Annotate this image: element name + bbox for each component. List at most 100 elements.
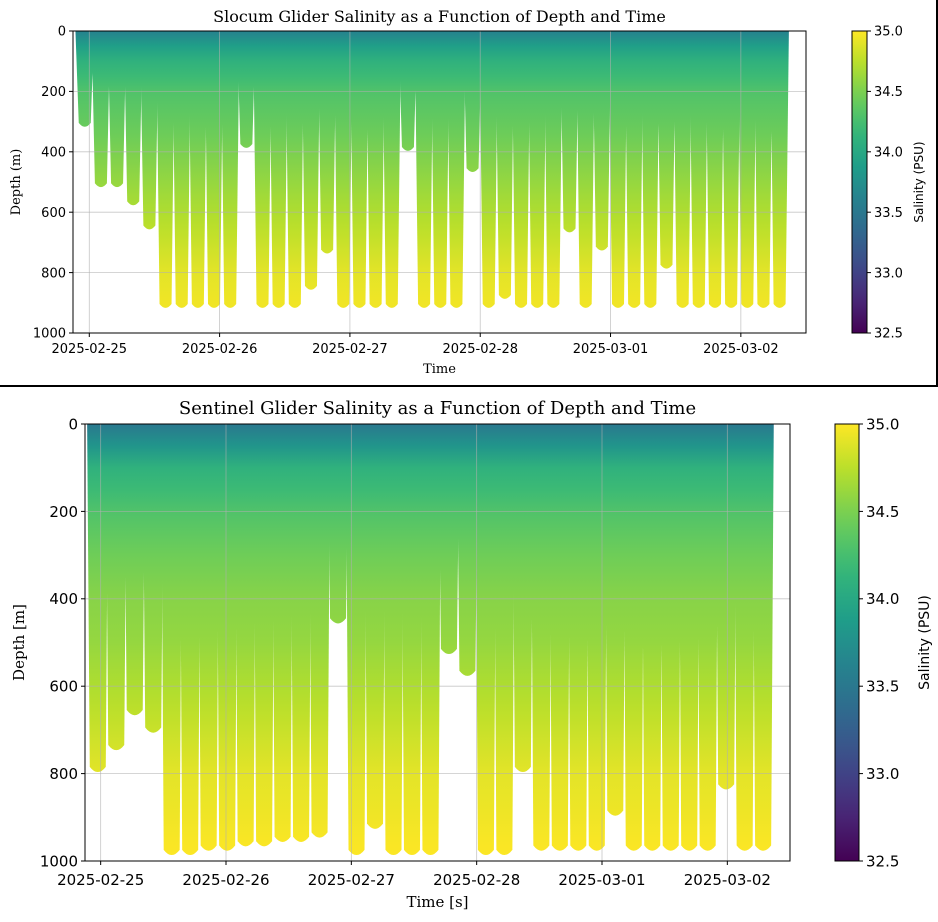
panel-border [936,0,938,387]
sentinel-dive-22 [475,424,497,856]
slocum-colorbar-tick-label: 35.0 [874,25,903,40]
slocum-dive-22 [414,31,434,308]
slocum-y-tick-label: 400 [41,145,66,160]
slocum-y-tick-label: 200 [41,85,66,100]
slocum-dive-9 [204,31,224,308]
sentinel-dive-7 [198,424,220,851]
sentinel-dive-36 [734,424,756,851]
sentinel-dive-1 [87,424,109,773]
slocum-x-tick-label: 2025-02-28 [442,342,518,357]
slocum-dive-25 [463,31,482,173]
sentinel-dive-10 [253,424,275,847]
sentinel-x-tick-label: 2025-02-28 [433,871,520,889]
slocum-x-tick-label: 2025-02-27 [312,342,388,357]
slocum-dive-40 [705,31,725,308]
sentinel-dive-18 [401,424,423,856]
sentinel-x-axis-label: Time [s] [406,893,468,911]
panel-divider [0,385,938,387]
slocum-dive-34 [608,31,628,308]
slocum-y-tick-label: 0 [58,25,66,40]
slocum-dive-19 [366,31,385,308]
sentinel-colorbar-tick-label: 33.5 [866,678,899,696]
sentinel-dive-23 [493,424,516,856]
sentinel-dive-20 [438,424,460,655]
slocum-dive-15 [301,31,321,290]
sentinel-dive-5 [161,424,183,856]
slocum-dive-11 [237,31,256,148]
sentinel-dive-17 [382,424,405,856]
sentinel-chart-panel: Sentinel Glider Salinity as a Function o… [0,387,938,922]
sentinel-dive-16 [364,424,386,829]
sentinel-dive-3 [124,424,146,716]
slocum-dive-16 [317,31,337,254]
slocum-dive-35 [624,31,644,308]
slocum-dive-30 [544,31,563,308]
sentinel-colorbar-tick-label: 32.5 [866,852,899,870]
sentinel-chart-title: Sentinel Glider Salinity as a Function o… [179,398,696,419]
sentinel-dive-31 [641,424,663,851]
sentinel-dive-30 [623,424,645,851]
sentinel-dive-4 [142,424,164,733]
slocum-x-tick-label: 2025-02-25 [52,342,128,357]
sentinel-dive-34 [697,424,719,851]
slocum-y-tick-label: 800 [41,266,66,281]
slocum-dive-4 [123,31,143,206]
sentinel-colorbar-tick-label: 34.5 [866,503,899,521]
slocum-dive-profiles [75,31,789,308]
slocum-dive-26 [479,31,499,308]
slocum-y-tick-label: 1000 [33,327,66,342]
slocum-plot-frame [72,30,807,334]
slocum-dive-32 [576,31,595,308]
slocum-x-tick-label: 2025-02-26 [182,342,258,357]
sentinel-chart-svg: Sentinel Glider Salinity as a Function o… [10,398,933,911]
sentinel-dive-2 [105,424,127,751]
slocum-dive-18 [350,31,369,308]
sentinel-dive-19 [419,424,442,856]
sentinel-dive-28 [586,424,608,851]
slocum-dive-41 [721,31,741,308]
sentinel-y-tick-label: 200 [49,503,78,521]
slocum-x-axis-label: Time [423,362,456,377]
slocum-y-axis-label: Depth (m) [9,149,24,216]
slocum-dive-43 [754,31,773,308]
slocum-dive-33 [592,31,612,251]
sentinel-colorbar [834,423,860,862]
sentinel-dive-26 [549,424,571,851]
slocum-x-tick-label: 2025-03-01 [573,342,649,357]
slocum-dive-20 [382,31,402,308]
sentinel-dive-24 [512,424,534,773]
slocum-chart-panel: Slocum Glider Salinity as a Function of … [0,0,938,385]
slocum-dive-37 [657,31,676,269]
slocum-dive-27 [495,31,515,299]
slocum-dive-42 [737,31,757,308]
sentinel-dive-37 [752,424,774,851]
sentinel-dive-14 [327,424,349,624]
sentinel-colorbar-label: Salinity (PSU) [917,595,933,690]
sentinel-dive-12 [290,424,312,842]
sentinel-dive-13 [308,424,331,838]
slocum-dive-24 [447,31,466,308]
slocum-dive-36 [641,31,660,308]
slocum-dive-10 [220,31,240,308]
slocum-dive-29 [527,31,547,308]
sentinel-y-tick-label: 1000 [40,852,78,870]
sentinel-y-tick-label: 400 [49,590,78,608]
sentinel-dive-9 [234,424,257,847]
slocum-dive-38 [673,31,692,308]
slocum-y-tick-label: 600 [41,206,66,221]
slocum-colorbar-tick-label: 34.0 [874,145,903,160]
sentinel-x-tick-label: 2025-02-25 [57,871,144,889]
slocum-dive-21 [398,31,418,151]
sentinel-dive-21 [456,424,479,676]
sentinel-dive-6 [179,424,201,856]
sentinel-dive-11 [271,424,294,842]
sentinel-dive-25 [530,424,552,851]
sentinel-dive-8 [216,424,238,851]
slocum-dive-13 [269,31,288,308]
slocum-dive-6 [156,31,175,308]
sentinel-dive-15 [345,424,368,856]
slocum-dive-23 [430,31,450,308]
slocum-colorbar [851,30,868,334]
sentinel-dive-29 [604,424,626,816]
sentinel-plot-frame [84,423,791,862]
